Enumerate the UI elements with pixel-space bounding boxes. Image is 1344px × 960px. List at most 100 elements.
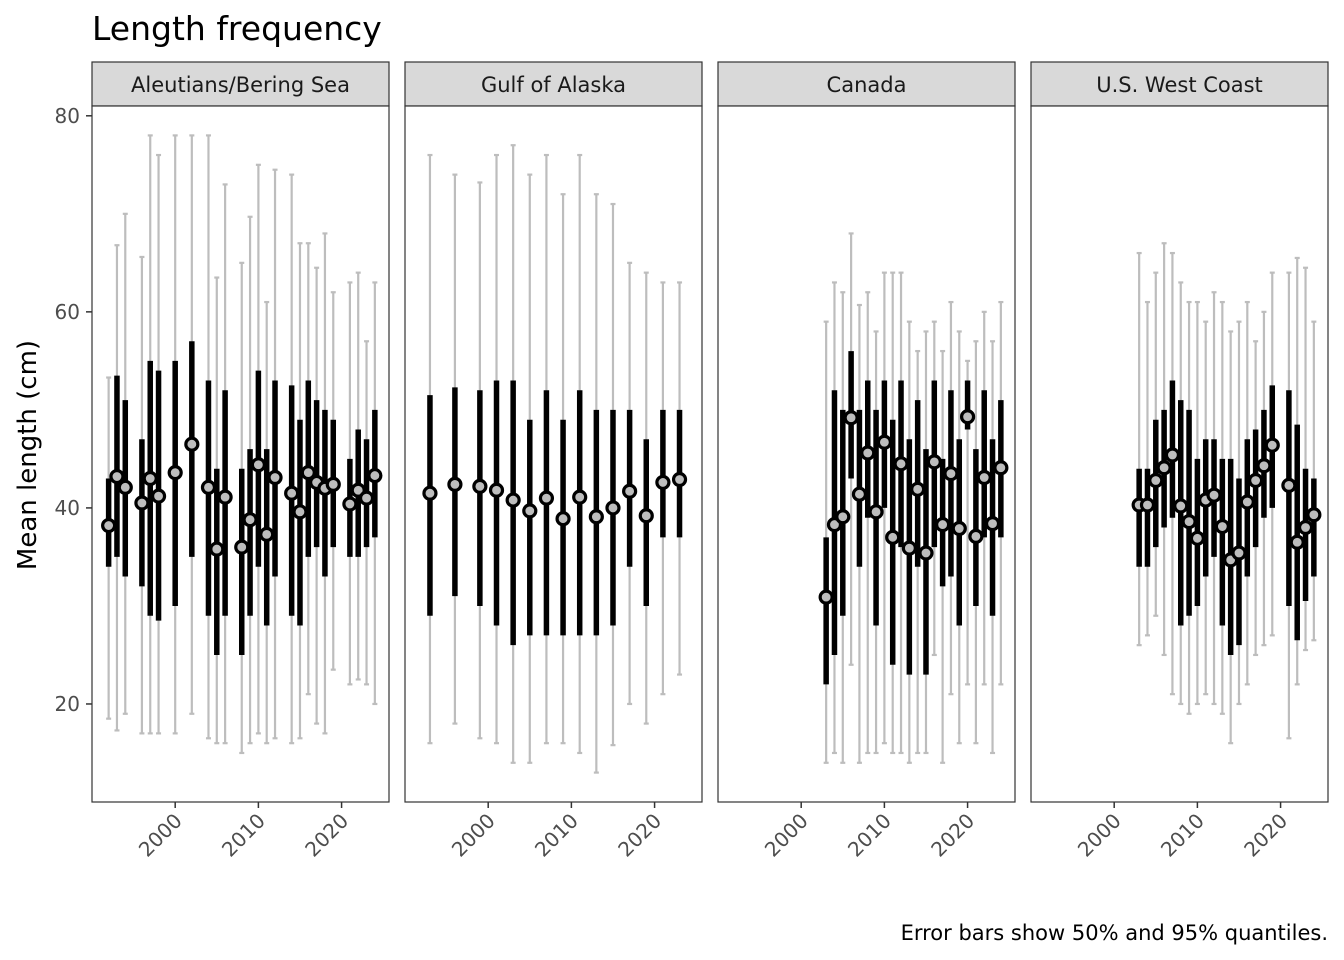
chart-title: Length frequency [92, 9, 382, 48]
mean-point [851, 486, 868, 502]
mean-point [1239, 494, 1255, 510]
mean-point [876, 434, 892, 450]
mean-point [1139, 497, 1156, 513]
facet-strip [717, 61, 1016, 107]
x-tick-label: 2000 [1073, 809, 1126, 862]
mean-point [984, 515, 1001, 532]
mean-point [488, 482, 505, 498]
mean-point [926, 454, 942, 470]
mean-point [1248, 472, 1264, 489]
mean-point [976, 469, 992, 486]
facet-panel: U.S. West Coast 2000 2010 2020 [1030, 61, 1329, 862]
mean-point [300, 465, 316, 481]
x-tick-label: 2020 [300, 809, 353, 862]
mean-point [1181, 514, 1197, 530]
mean-point [1231, 545, 1247, 561]
mean-point [522, 503, 538, 519]
mean-point [943, 466, 959, 482]
y-axis-title: Mean length (cm) [13, 340, 43, 570]
x-tick-label: 2010 [217, 809, 270, 862]
mean-point [835, 509, 851, 525]
mean-point [893, 456, 909, 472]
facet-strip [1030, 61, 1329, 107]
facet-strip-label: Gulf of Alaska [481, 73, 626, 97]
mean-point [447, 476, 463, 492]
mean-point [358, 490, 375, 506]
mean-point [622, 483, 638, 499]
x-tick-label: 2020 [613, 809, 666, 862]
facet-strip [91, 61, 390, 107]
mean-point [1281, 477, 1297, 493]
mean-point [959, 409, 976, 425]
mean-point [472, 478, 488, 494]
mean-point [292, 504, 308, 520]
mean-point [968, 528, 984, 544]
y-tick-label: 60 [55, 300, 80, 324]
mean-point [951, 520, 967, 537]
mean-point [1189, 530, 1205, 546]
mean-point [217, 489, 233, 505]
mean-point [167, 465, 183, 481]
x-tick-label: 2010 [530, 809, 583, 862]
mean-point [1148, 472, 1164, 489]
mean-point [860, 445, 876, 461]
mean-point [588, 509, 604, 525]
chart-caption: Error bars show 50% and 95% quantiles. [901, 921, 1328, 945]
mean-point [935, 516, 951, 533]
mean-point [101, 517, 117, 534]
mean-point [200, 479, 217, 495]
facet-strip-label: Canada [827, 73, 907, 97]
mean-point [605, 500, 621, 516]
y-tick-label: 20 [55, 692, 80, 716]
mean-point [1173, 498, 1189, 514]
mean-point [1289, 534, 1305, 550]
mean-point [555, 511, 571, 527]
mean-point [1156, 460, 1172, 476]
facet-strip-label: Aleutians/Bering Sea [131, 73, 350, 97]
facet-panel: Canada 2000 2010 2020 [717, 61, 1016, 862]
facet-panels: Aleutians/Bering Sea 2000 2010 2020 Gulf of … [91, 61, 1329, 862]
mean-point [1297, 519, 1314, 536]
mean-point [367, 467, 383, 484]
mean-point [885, 529, 901, 545]
mean-point [1264, 437, 1280, 453]
mean-point [1214, 518, 1230, 535]
mean-point [342, 496, 358, 512]
mean-point [267, 469, 283, 486]
x-tick-label: 2010 [1156, 809, 1209, 862]
mean-point [818, 589, 834, 605]
mean-point [918, 545, 934, 561]
x-tick-label: 2000 [760, 809, 813, 862]
mean-point [1306, 507, 1322, 523]
mean-point [868, 504, 884, 520]
mean-point [538, 490, 555, 506]
mean-point [109, 468, 125, 485]
facet-strip-label: U.S. West Coast [1096, 73, 1263, 97]
mean-point [150, 488, 167, 504]
x-tick-label: 2020 [1239, 809, 1292, 862]
x-tick-label: 2000 [447, 809, 500, 862]
mean-point [134, 495, 150, 511]
mean-point [250, 457, 266, 473]
mean-point [259, 526, 275, 542]
mean-point [284, 485, 300, 501]
mean-point [655, 474, 671, 491]
x-tick-label: 2000 [134, 809, 187, 862]
panel-border [91, 105, 390, 803]
mean-point [638, 508, 654, 524]
mean-point [142, 470, 158, 487]
mean-point [901, 540, 917, 556]
x-tick-label: 2020 [926, 809, 979, 862]
mean-point [184, 436, 200, 452]
q95-errorbar [1136, 251, 1142, 647]
panel-border [404, 105, 703, 803]
mean-point [117, 479, 133, 495]
mean-point [1206, 487, 1222, 503]
mean-point [843, 410, 859, 426]
x-tick-label: 2010 [843, 809, 896, 862]
mean-point [209, 541, 225, 557]
facet-panel: Aleutians/Bering Sea 2000 2010 2020 [91, 61, 390, 862]
mean-point [671, 471, 688, 488]
mean-point [422, 485, 438, 501]
